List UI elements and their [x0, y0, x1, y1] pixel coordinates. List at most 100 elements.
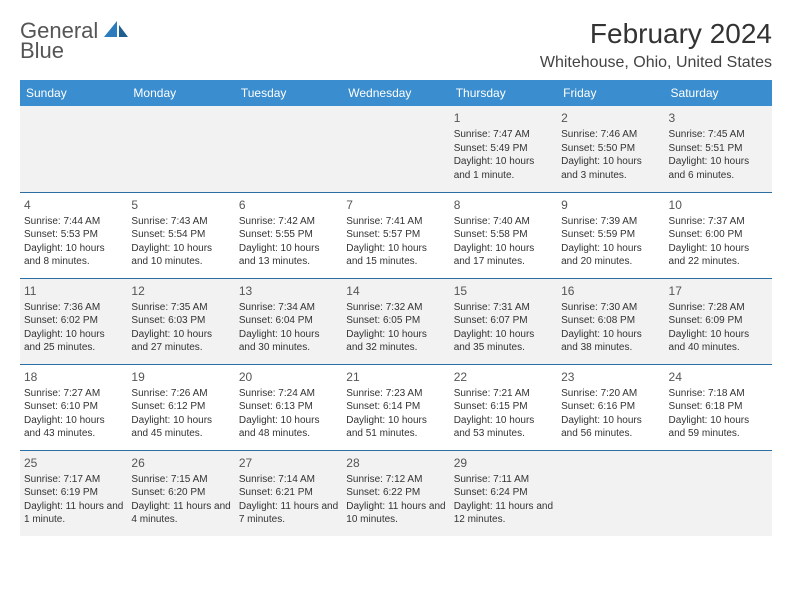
sunset-text: Sunset: 6:02 PM — [24, 314, 123, 328]
sunrise-text: Sunrise: 7:17 AM — [24, 473, 123, 487]
sunset-text: Sunset: 6:12 PM — [131, 400, 230, 414]
daylight-text: Daylight: 10 hours and 51 minutes. — [346, 414, 445, 441]
calendar-day-cell — [342, 106, 449, 192]
calendar-day-cell: 27Sunrise: 7:14 AMSunset: 6:21 PMDayligh… — [235, 450, 342, 536]
daylight-text: Daylight: 10 hours and 15 minutes. — [346, 242, 445, 269]
sunrise-text: Sunrise: 7:26 AM — [131, 387, 230, 401]
day-number: 18 — [24, 369, 123, 385]
logo: General Blue — [20, 18, 129, 64]
calendar-day-cell: 26Sunrise: 7:15 AMSunset: 6:20 PMDayligh… — [127, 450, 234, 536]
calendar-day-cell: 5Sunrise: 7:43 AMSunset: 5:54 PMDaylight… — [127, 192, 234, 278]
calendar-day-cell: 19Sunrise: 7:26 AMSunset: 6:12 PMDayligh… — [127, 364, 234, 450]
daylight-text: Daylight: 10 hours and 43 minutes. — [24, 414, 123, 441]
daylight-text: Daylight: 10 hours and 45 minutes. — [131, 414, 230, 441]
calendar-week-row: 18Sunrise: 7:27 AMSunset: 6:10 PMDayligh… — [20, 364, 772, 450]
logo-text-block: General Blue — [20, 18, 129, 64]
calendar-day-cell: 9Sunrise: 7:39 AMSunset: 5:59 PMDaylight… — [557, 192, 664, 278]
sunset-text: Sunset: 6:18 PM — [669, 400, 768, 414]
weekday-header-row: Sunday Monday Tuesday Wednesday Thursday… — [20, 80, 772, 106]
weekday-header: Saturday — [665, 80, 772, 106]
calendar-week-row: 25Sunrise: 7:17 AMSunset: 6:19 PMDayligh… — [20, 450, 772, 536]
sunrise-text: Sunrise: 7:30 AM — [561, 301, 660, 315]
location: Whitehouse, Ohio, United States — [540, 54, 772, 72]
calendar-day-cell — [557, 450, 664, 536]
daylight-text: Daylight: 10 hours and 38 minutes. — [561, 328, 660, 355]
header: General Blue February 2024 Whitehouse, O… — [20, 18, 772, 72]
sail-icon — [103, 20, 129, 38]
day-number: 7 — [346, 197, 445, 213]
calendar-day-cell — [665, 450, 772, 536]
calendar-table: Sunday Monday Tuesday Wednesday Thursday… — [20, 80, 772, 536]
daylight-text: Daylight: 10 hours and 30 minutes. — [239, 328, 338, 355]
calendar-day-cell — [235, 106, 342, 192]
sunset-text: Sunset: 5:54 PM — [131, 228, 230, 242]
daylight-text: Daylight: 10 hours and 3 minutes. — [561, 155, 660, 182]
day-number: 29 — [454, 455, 553, 471]
daylight-text: Daylight: 11 hours and 1 minute. — [24, 500, 123, 527]
daylight-text: Daylight: 10 hours and 6 minutes. — [669, 155, 768, 182]
day-number: 11 — [24, 283, 123, 299]
sunrise-text: Sunrise: 7:12 AM — [346, 473, 445, 487]
weekday-header: Friday — [557, 80, 664, 106]
sunrise-text: Sunrise: 7:27 AM — [24, 387, 123, 401]
calendar-day-cell: 10Sunrise: 7:37 AMSunset: 6:00 PMDayligh… — [665, 192, 772, 278]
day-number: 4 — [24, 197, 123, 213]
calendar-week-row: 4Sunrise: 7:44 AMSunset: 5:53 PMDaylight… — [20, 192, 772, 278]
sunset-text: Sunset: 5:58 PM — [454, 228, 553, 242]
sunset-text: Sunset: 6:00 PM — [669, 228, 768, 242]
day-number: 3 — [669, 110, 768, 126]
sunset-text: Sunset: 6:03 PM — [131, 314, 230, 328]
daylight-text: Daylight: 10 hours and 13 minutes. — [239, 242, 338, 269]
sunrise-text: Sunrise: 7:45 AM — [669, 128, 768, 142]
weekday-header: Sunday — [20, 80, 127, 106]
daylight-text: Daylight: 10 hours and 8 minutes. — [24, 242, 123, 269]
day-number: 14 — [346, 283, 445, 299]
calendar-day-cell: 21Sunrise: 7:23 AMSunset: 6:14 PMDayligh… — [342, 364, 449, 450]
daylight-text: Daylight: 10 hours and 1 minute. — [454, 155, 553, 182]
sunset-text: Sunset: 6:20 PM — [131, 486, 230, 500]
calendar-day-cell: 16Sunrise: 7:30 AMSunset: 6:08 PMDayligh… — [557, 278, 664, 364]
sunrise-text: Sunrise: 7:46 AM — [561, 128, 660, 142]
sunset-text: Sunset: 5:53 PM — [24, 228, 123, 242]
daylight-text: Daylight: 10 hours and 48 minutes. — [239, 414, 338, 441]
calendar-day-cell: 4Sunrise: 7:44 AMSunset: 5:53 PMDaylight… — [20, 192, 127, 278]
calendar-day-cell: 13 Sunrise: 7:34 AMSunset: 6:04 PMDayligh… — [235, 278, 342, 364]
sunrise-text: Sunrise: 7:31 AM — [454, 301, 553, 315]
daylight-text: Daylight: 10 hours and 53 minutes. — [454, 414, 553, 441]
sunset-text: Sunset: 6:04 PM — [239, 314, 338, 328]
sunset-text: Sunset: 6:22 PM — [346, 486, 445, 500]
calendar-day-cell: 24Sunrise: 7:18 AMSunset: 6:18 PMDayligh… — [665, 364, 772, 450]
calendar-day-cell: 14Sunrise: 7:32 AMSunset: 6:05 PMDayligh… — [342, 278, 449, 364]
calendar-day-cell: 29Sunrise: 7:11 AMSunset: 6:24 PMDayligh… — [450, 450, 557, 536]
sunset-text: Sunset: 6:08 PM — [561, 314, 660, 328]
calendar-day-cell: 28Sunrise: 7:12 AMSunset: 6:22 PMDayligh… — [342, 450, 449, 536]
day-number: 20 — [239, 369, 338, 385]
sunrise-text: Sunrise: 7:32 AM — [346, 301, 445, 315]
sunrise-text: Sunrise: 7:43 AM — [131, 215, 230, 229]
sunrise-text: Sunrise: 7:42 AM — [239, 215, 338, 229]
calendar-day-cell: 17Sunrise: 7:28 AMSunset: 6:09 PMDayligh… — [665, 278, 772, 364]
sunrise-text: Sunrise: 7:14 AM — [239, 473, 338, 487]
weekday-header: Tuesday — [235, 80, 342, 106]
daylight-text: Daylight: 10 hours and 20 minutes. — [561, 242, 660, 269]
calendar-day-cell: 18Sunrise: 7:27 AMSunset: 6:10 PMDayligh… — [20, 364, 127, 450]
calendar-day-cell: 11Sunrise: 7:36 AMSunset: 6:02 PMDayligh… — [20, 278, 127, 364]
day-number: 9 — [561, 197, 660, 213]
day-number: 26 — [131, 455, 230, 471]
day-number: 13 — [239, 283, 338, 299]
sunrise-text: Sunrise: 7:34 AM — [239, 301, 338, 315]
calendar-day-cell: 25Sunrise: 7:17 AMSunset: 6:19 PMDayligh… — [20, 450, 127, 536]
sunset-text: Sunset: 6:21 PM — [239, 486, 338, 500]
sunset-text: Sunset: 6:14 PM — [346, 400, 445, 414]
day-number: 10 — [669, 197, 768, 213]
day-number: 27 — [239, 455, 338, 471]
calendar-day-cell: 3Sunrise: 7:45 AMSunset: 5:51 PMDaylight… — [665, 106, 772, 192]
calendar-day-cell: 23Sunrise: 7:20 AMSunset: 6:16 PMDayligh… — [557, 364, 664, 450]
sunset-text: Sunset: 6:09 PM — [669, 314, 768, 328]
sunset-text: Sunset: 5:57 PM — [346, 228, 445, 242]
calendar-day-cell — [127, 106, 234, 192]
sunrise-text: Sunrise: 7:40 AM — [454, 215, 553, 229]
sunset-text: Sunset: 6:19 PM — [24, 486, 123, 500]
sunrise-text: Sunrise: 7:15 AM — [131, 473, 230, 487]
daylight-text: Daylight: 10 hours and 59 minutes. — [669, 414, 768, 441]
